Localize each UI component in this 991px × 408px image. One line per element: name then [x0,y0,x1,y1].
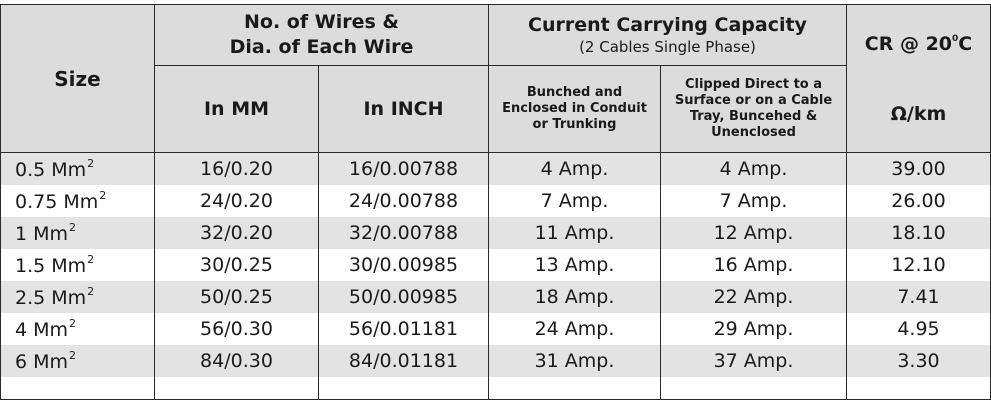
empty-cell [488,377,661,400]
size-value: 6 Mm [15,351,69,373]
size-superscript: 2 [87,253,95,266]
size-cell: 4 Mm2 [0,313,155,345]
bunched-header: Bunched and Enclosed in Conduit or Trunk… [488,65,661,153]
clipped-cell: 16 Amp. [660,249,847,281]
cr-title: CR @ 200C [847,33,990,55]
clipped-cell: 12 Amp. [660,217,847,249]
bunched-cell: 31 Amp. [488,345,661,377]
mm-cell: 84/0.30 [154,345,319,377]
mm-cell: 16/0.20 [154,152,319,185]
cr-cell: 3.30 [846,345,991,377]
table-row: 4 Mm2 56/0.30 56/0.01181 24 Amp. 29 Amp.… [0,313,991,345]
cr-cell: 7.41 [846,281,991,313]
size-superscript: 2 [69,349,77,362]
empty-cell [0,377,155,400]
in-mm-header: In MM [154,65,319,153]
clipped-cell: 7 Amp. [660,185,847,217]
inch-cell: 84/0.01181 [318,345,489,377]
wires-header-line1: No. of Wires & [244,11,399,33]
table-header: Size No. of Wires & Dia. of Each Wire Cu… [0,4,991,153]
size-superscript: 2 [87,285,95,298]
clipped-header: Clipped Direct to a Surface or on a Cabl… [660,65,847,153]
size-value: 4 Mm [15,319,69,341]
cr-title-prefix: CR @ 20 [864,32,953,55]
inch-cell: 32/0.00788 [318,217,489,249]
ccc-header: Current Carrying Capacity (2 Cables Sing… [488,4,847,66]
table-row: 0.5 Mm2 16/0.20 16/0.00788 4 Amp. 4 Amp.… [0,152,991,185]
empty-cell [846,377,991,400]
in-inch-header: In INCH [318,65,489,153]
wires-header: No. of Wires & Dia. of Each Wire [154,4,489,66]
cr-cell: 39.00 [846,152,991,185]
size-header: Size [0,4,155,153]
size-cell: 6 Mm2 [0,345,155,377]
size-superscript: 2 [69,221,77,234]
bunched-cell: 24 Amp. [488,313,661,345]
size-cell: 2.5 Mm2 [0,281,155,313]
size-value: 1.5 Mm [15,255,87,277]
wires-header-line2: Dia. of Each Wire [229,36,414,58]
clipped-cell: 22 Amp. [660,281,847,313]
table-row: 1 Mm2 32/0.20 32/0.00788 11 Amp. 12 Amp.… [0,217,991,249]
cr-cell: 18.10 [846,217,991,249]
bunched-cell: 4 Amp. [488,152,661,185]
mm-cell: 32/0.20 [154,217,319,249]
size-value: 0.5 Mm [15,159,87,181]
mm-cell: 24/0.20 [154,185,319,217]
table-row: 6 Mm2 84/0.30 84/0.01181 31 Amp. 37 Amp.… [0,345,991,377]
inch-cell: 24/0.00788 [318,185,489,217]
clipped-cell: 4 Amp. [660,152,847,185]
mm-cell: 56/0.30 [154,313,319,345]
cr-cell: 12.10 [846,249,991,281]
inch-cell: 30/0.00985 [318,249,489,281]
ccc-title: Current Carrying Capacity [528,14,807,36]
size-cell: 1 Mm2 [0,217,155,249]
inch-cell: 56/0.01181 [318,313,489,345]
inch-cell: 50/0.00985 [318,281,489,313]
size-superscript: 2 [87,157,95,170]
cr-header: CR @ 200C Ω/km [846,4,991,153]
ccc-subtitle: (2 Cables Single Phase) [579,38,756,56]
bunched-cell: 13 Amp. [488,249,661,281]
cr-degree: 0 [952,33,959,44]
empty-cell [660,377,847,400]
size-cell: 1.5 Mm2 [0,249,155,281]
table-row-empty [0,377,991,400]
size-value: 0.75 Mm [15,191,99,213]
table-body: 0.5 Mm2 16/0.20 16/0.00788 4 Amp. 4 Amp.… [0,152,991,400]
table-row: 1.5 Mm2 30/0.25 30/0.00985 13 Amp. 16 Am… [0,249,991,281]
clipped-cell: 29 Amp. [660,313,847,345]
size-superscript: 2 [69,317,77,330]
cable-spec-table: Size No. of Wires & Dia. of Each Wire Cu… [0,4,991,400]
mm-cell: 50/0.25 [154,281,319,313]
bunched-cell: 7 Amp. [488,185,661,217]
size-superscript: 2 [99,189,107,202]
size-value: 2.5 Mm [15,287,87,309]
empty-cell [318,377,489,400]
table-row: 0.75 Mm2 24/0.20 24/0.00788 7 Amp. 7 Amp… [0,185,991,217]
size-cell: 0.5 Mm2 [0,152,155,185]
inch-cell: 16/0.00788 [318,152,489,185]
clipped-cell: 37 Amp. [660,345,847,377]
bunched-cell: 11 Amp. [488,217,661,249]
bunched-cell: 18 Amp. [488,281,661,313]
cr-cell: 26.00 [846,185,991,217]
cr-unit: Ω/km [890,102,947,125]
empty-cell [154,377,319,400]
table-row: 2.5 Mm2 50/0.25 50/0.00985 18 Amp. 22 Am… [0,281,991,313]
size-value: 1 Mm [15,223,69,245]
cr-cell: 4.95 [846,313,991,345]
mm-cell: 30/0.25 [154,249,319,281]
size-cell: 0.75 Mm2 [0,185,155,217]
cr-title-suffix: C [958,32,973,55]
